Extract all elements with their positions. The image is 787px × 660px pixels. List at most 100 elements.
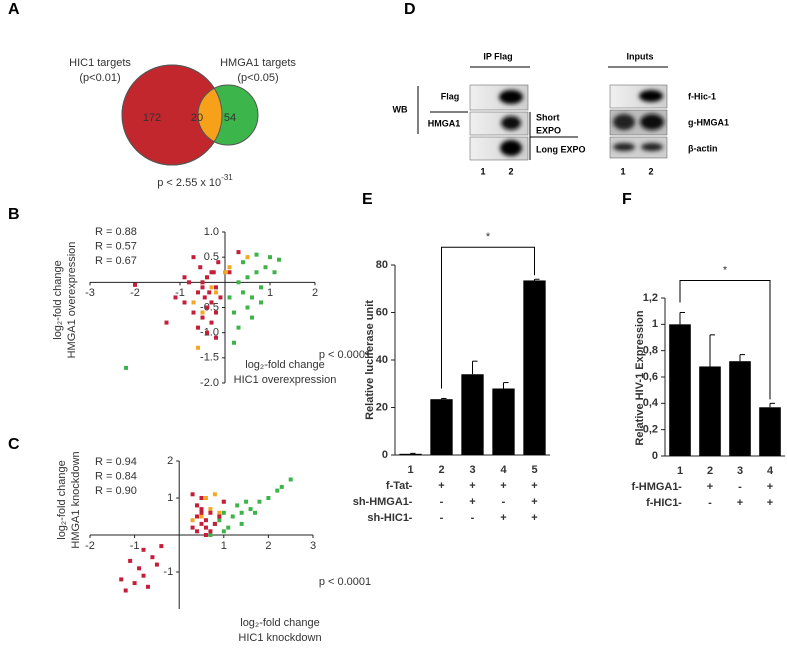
point [259,285,263,290]
point [187,280,191,285]
x-axis-label: log₂-fold change [240,617,320,629]
point [241,290,245,295]
x-tick-label: 4 [500,464,507,476]
point [236,280,241,285]
y-tick-label: 0,6 [643,371,658,383]
point [221,510,226,515]
blot-header: IP Flag [483,51,512,61]
x-tick-label: 5 [531,464,537,476]
significance-bracket [441,246,535,389]
point [214,290,218,295]
point [245,255,250,260]
point [214,335,218,340]
band [640,114,664,130]
point [227,265,232,270]
condition-sign: + [767,481,773,493]
venn-set-name: HIC1 targets [69,57,131,69]
bar [523,280,546,455]
point [123,588,128,593]
panel-label: E [362,191,373,208]
legend-entry: R = 0.90 [95,485,137,497]
legend-entry: R = 0.88 [95,226,137,238]
point [227,270,232,275]
x-tick-label: 2 [707,465,713,477]
x-tick-label: 3 [737,465,743,477]
point [209,285,214,290]
point [208,529,213,534]
x-axis-label: HIC1 knockdown [238,632,321,644]
point [217,514,222,519]
significance-label: * [723,264,728,276]
y-axis-label: log₂-fold change [52,260,64,340]
legend-entry: R = 0.94 [95,456,137,468]
point [195,514,200,519]
point [259,300,263,305]
point [133,282,137,287]
point [214,310,218,315]
condition-sign: - [678,497,682,509]
point [230,514,235,519]
point [214,285,218,290]
condition-sign: + [500,480,506,492]
band [641,143,663,151]
x-tick-label: 1 [407,464,413,476]
point [244,499,249,504]
point [191,310,196,315]
blot-label: Flag [441,91,460,101]
condition-label: sh-HMGA1 [353,496,409,508]
y-tick-label: 20 [376,401,388,413]
condition-sign: - [738,481,742,493]
point [200,280,205,285]
point [203,518,208,523]
point [216,260,221,265]
venn-count: 20 [191,112,203,124]
point [190,525,195,530]
lane-label: 1 [480,166,485,176]
point [205,305,209,310]
point [191,255,196,260]
y-tick-label: -1 [163,566,173,578]
point [200,285,205,290]
point [199,496,204,500]
bar [399,453,422,455]
venn-count: 54 [224,112,236,124]
point [254,252,259,257]
point [250,315,254,320]
bar [461,374,484,455]
point [212,521,217,526]
condition-sign: - [471,512,475,524]
blot-header: Inputs [627,51,654,61]
point [198,265,203,270]
bar [699,366,721,456]
point [190,492,195,497]
x-tick-label: 1 [267,287,273,299]
significance-bracket [679,279,771,400]
point [236,325,241,330]
point [232,310,236,315]
band [499,90,523,104]
point [203,496,208,500]
condition-sign: + [531,512,537,524]
point [217,510,222,515]
x-tick-label: -1 [130,540,140,552]
x-axis-label: log₂-fold change [245,359,325,371]
point [221,499,226,504]
y-tick-label: 0 [652,450,658,462]
point [277,257,281,262]
y-axis-label: Relative luciferase unit [364,300,376,420]
y-axis-label: HMGA1 knockdown [70,451,82,548]
band [500,140,522,156]
bar [729,361,751,456]
condition-sign: - [409,480,413,492]
point [275,488,280,493]
point [235,503,240,508]
x-tick-label: -2 [130,287,140,299]
y-axis-label: log₂-fold change [56,460,68,540]
point [128,558,133,563]
annotation-text: p < 2.55 x 10 [157,177,221,189]
point [203,533,208,537]
point [124,365,128,370]
venn-annotation: p < 2.55 x 10-31 [157,173,233,189]
point [227,295,232,300]
band [501,116,521,130]
